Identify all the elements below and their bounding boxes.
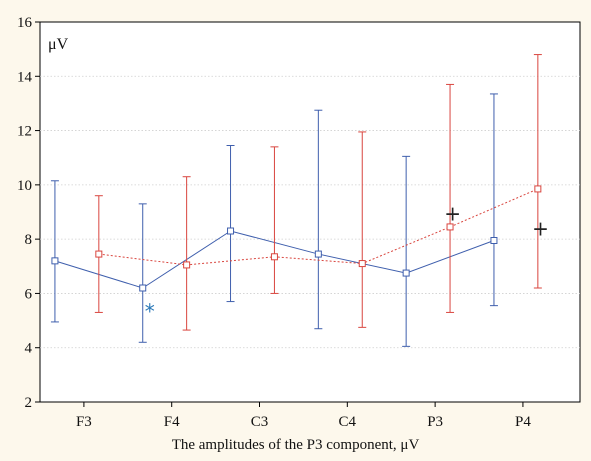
data-point bbox=[534, 185, 542, 193]
x-tick-label: P4 bbox=[515, 414, 531, 430]
data-point bbox=[139, 284, 147, 292]
x-tick-label: F4 bbox=[164, 414, 180, 430]
y-tick-label: 12 bbox=[17, 124, 32, 140]
data-point bbox=[490, 237, 498, 244]
data-point bbox=[51, 257, 59, 265]
data-point bbox=[314, 250, 322, 258]
y-tick-label: 6 bbox=[25, 286, 33, 302]
chart-caption: The amplitudes of the P3 component, μV bbox=[171, 437, 420, 453]
annotation-mark: + bbox=[444, 202, 461, 226]
data-point bbox=[227, 227, 235, 235]
y-axis: 2 4 6 8 10 12 14 16 bbox=[17, 15, 40, 411]
data-point bbox=[183, 261, 191, 269]
y-tick-label: 10 bbox=[17, 178, 32, 194]
x-tick-label: F3 bbox=[76, 414, 92, 430]
grid-lines bbox=[40, 75, 580, 349]
plot-background bbox=[39, 21, 581, 403]
annotations-layer: * + + bbox=[145, 202, 549, 324]
y-tick-label: 4 bbox=[25, 341, 33, 357]
p3-amplitude-chart: 2 4 6 8 10 12 14 16 F3 F4 C3 C4 P3 P4 * + + μV bbox=[17, 15, 581, 430]
data-point bbox=[358, 260, 366, 268]
data-point bbox=[270, 253, 278, 261]
series-2 bbox=[94, 54, 542, 331]
data-point bbox=[446, 223, 454, 231]
x-tick-label: C4 bbox=[339, 414, 357, 430]
data-point bbox=[402, 269, 410, 277]
data-point bbox=[95, 250, 103, 258]
x-tick-label: P3 bbox=[427, 414, 443, 430]
series-line bbox=[98, 188, 539, 266]
y-tick-label: 16 bbox=[17, 15, 33, 31]
y-tick-label: 8 bbox=[25, 232, 33, 248]
y-axis-unit-label: μV bbox=[48, 36, 69, 53]
y-tick-label: 2 bbox=[25, 395, 33, 411]
x-tick-label: C3 bbox=[251, 414, 269, 430]
series-layer bbox=[50, 54, 542, 347]
y-tick-label: 14 bbox=[17, 69, 33, 85]
x-axis: F3 F4 C3 C4 P3 P4 bbox=[76, 402, 531, 430]
annotation-mark: * bbox=[145, 299, 155, 323]
annotation-mark: + bbox=[532, 217, 549, 241]
